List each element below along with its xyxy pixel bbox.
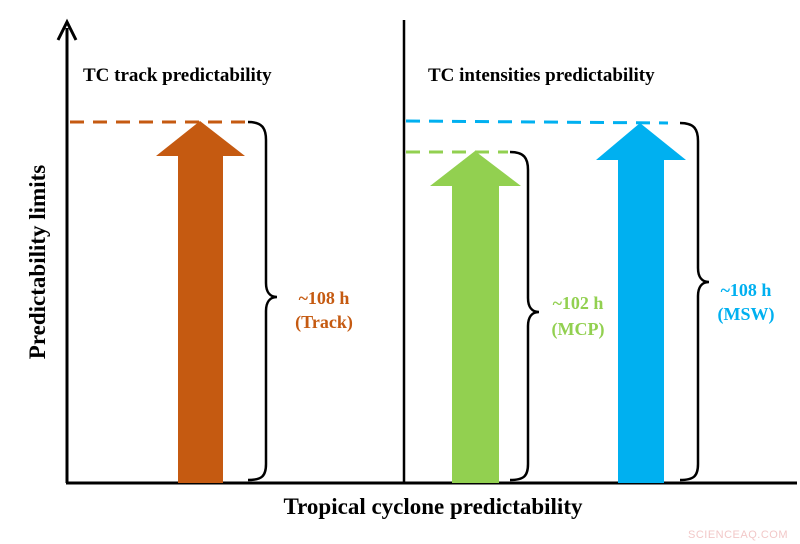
track-value-label: ~108 h (299, 288, 350, 308)
track-brace (247, 120, 278, 482)
msw-brace (679, 121, 710, 482)
x-axis-label: Tropical cyclone predictability (284, 494, 583, 519)
track-tag-label: (Track) (295, 312, 353, 333)
msw-arrow (596, 123, 686, 483)
mcp-arrow (430, 151, 521, 483)
right-panel-title: TC intensities predictability (428, 65, 655, 86)
y-axis-label: Predictability limits (25, 165, 50, 359)
watermark: SCIENCEAQ.COM (688, 529, 788, 541)
left-panel-title: TC track predictability (83, 65, 272, 86)
msw-limit-dashed-line (405, 119, 669, 125)
mcp-value-label: ~102 h (553, 293, 604, 313)
mcp-arrow-group: ~102 h (MCP) (406, 150, 605, 483)
mcp-brace (509, 150, 540, 482)
msw-value-label: ~108 h (721, 280, 772, 300)
mcp-tag-label: (MCP) (552, 319, 605, 340)
track-arrow-group: ~108 h (Track) (70, 120, 353, 483)
track-arrow (156, 121, 245, 483)
msw-arrow-group: ~108 h (MSW) (405, 119, 775, 483)
msw-tag-label: (MSW) (718, 304, 775, 325)
y-axis-arrowhead (56, 18, 78, 41)
